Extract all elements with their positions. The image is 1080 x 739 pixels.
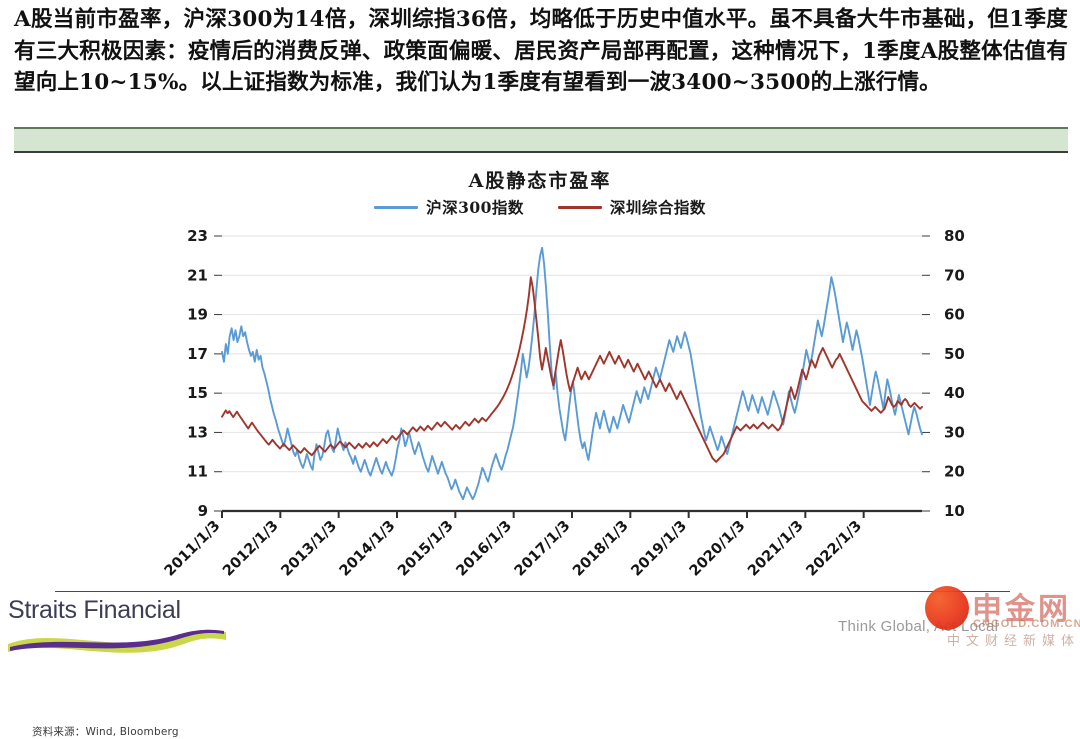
y-axis-left-tick-label: 9 (198, 502, 208, 520)
chart-plot: 91113151719212310203040506070802011/1/32… (162, 227, 965, 578)
source-note: 资料来源：Wind, Bloomberg (32, 726, 179, 738)
x-axis-tick-label: 2022/1/3 (803, 518, 865, 578)
chart-series-line-0 (221, 246, 923, 501)
green-divider-band (14, 127, 1068, 153)
y-axis-right-tick-label: 20 (944, 463, 965, 481)
legend-swatch-szcomp (557, 205, 602, 209)
x-axis-tick-label: 2014/1/3 (337, 518, 399, 578)
x-axis-tick-label: 2013/1/3 (278, 518, 340, 578)
slide-canvas: A股当前市盈率，沪深300为14倍，深圳综指36倍，均略低于历史中值水平。虽不具… (0, 7, 1080, 738)
y-axis-right-tick-label: 70 (944, 266, 965, 284)
y-axis-left-tick-label: 15 (187, 384, 208, 402)
headline-paragraph: A股当前市盈率，沪深300为14倍，深圳综指36倍，均略低于历史中值水平。虽不具… (14, 7, 1068, 95)
y-axis-right-tick-label: 40 (944, 384, 965, 402)
brand-wave-icon (8, 629, 226, 653)
x-axis-tick-label: 2017/1/3 (512, 518, 574, 578)
legend-label-hs300: 沪深300指数 (426, 198, 524, 217)
y-axis-left-tick-label: 23 (187, 227, 208, 245)
brand-logo: Straits Financial (4, 596, 304, 653)
y-axis-right-tick-label: 30 (944, 423, 965, 441)
y-axis-right-tick-label: 50 (944, 345, 965, 363)
x-axis-tick-label: 2021/1/3 (745, 518, 807, 578)
x-axis-tick-label: 2019/1/3 (628, 518, 690, 578)
y-axis-right-tick-label: 10 (944, 502, 965, 520)
y-axis-right-tick-label: 80 (944, 227, 965, 245)
legend-item-szcomp[interactable]: 深圳综合指数 (557, 196, 706, 218)
chart-title: A股静态市盈率 (468, 170, 612, 192)
x-axis-tick-label: 2012/1/3 (220, 518, 282, 578)
chart-series-line-1 (221, 276, 923, 463)
y-axis-left-tick-label: 17 (187, 345, 208, 363)
legend-item-hs300[interactable]: 沪深300指数 (374, 196, 524, 218)
legend-swatch-hs300 (374, 205, 419, 209)
watermark: 申金网 CNGOLD.COM.CN 中文财经新媒体 (925, 586, 1080, 649)
y-axis-left-tick-label: 11 (187, 463, 208, 481)
footer-divider (55, 591, 1010, 592)
y-axis-left-tick-label: 21 (187, 266, 208, 284)
x-axis-tick-label: 2016/1/3 (453, 518, 515, 578)
y-axis-right-tick-label: 60 (944, 306, 965, 324)
legend-label-szcomp: 深圳综合指数 (609, 198, 706, 217)
footer-tagline: Think Global, Act Local (838, 618, 999, 635)
brand-name: Straits Financial (8, 596, 181, 624)
y-axis-left-tick-label: 13 (187, 423, 208, 441)
chart-container: A股静态市盈率 沪深300指数 深圳综合指数 9 11 13 15 17 19 21 23 10… (0, 158, 1080, 738)
chart-legend: 沪深300指数 深圳综合指数 (0, 196, 1080, 218)
y-axis-left-tick-label: 19 (187, 306, 208, 324)
x-axis-tick-label: 2018/1/3 (570, 518, 632, 578)
x-axis-tick-label: 2015/1/3 (395, 518, 457, 578)
x-axis-tick-label: 2011/1/3 (162, 518, 224, 578)
x-axis-tick-label: 2020/1/3 (687, 518, 749, 578)
